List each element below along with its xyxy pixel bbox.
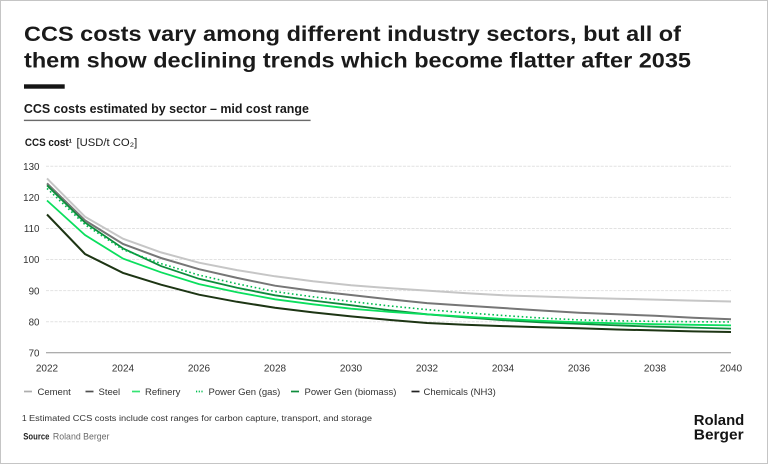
svg-text:130: 130: [23, 162, 40, 173]
svg-text:2024: 2024: [112, 363, 135, 374]
svg-text:2036: 2036: [568, 363, 591, 374]
svg-text:Roland Berger: Roland Berger: [53, 431, 110, 441]
svg-text:Source: Source: [23, 431, 49, 441]
svg-text:Steel: Steel: [99, 387, 121, 398]
svg-text:CCS costs estimated by sector: CCS costs estimated by sector – mid cost…: [24, 102, 309, 116]
svg-text:Power Gen (biomass): Power Gen (biomass): [305, 387, 397, 398]
svg-text:Roland: Roland: [694, 413, 745, 429]
svg-text:2032: 2032: [416, 363, 439, 374]
svg-text:1: 1: [22, 413, 27, 423]
svg-text:them show declining trends whi: them show declining trends which become …: [24, 49, 691, 73]
svg-text:120: 120: [23, 193, 40, 204]
svg-text:90: 90: [29, 286, 40, 297]
svg-text:110: 110: [24, 224, 40, 235]
svg-text:2040: 2040: [720, 363, 743, 374]
svg-text:Estimated CCS costs include co: Estimated CCS costs include cost ranges …: [29, 413, 372, 423]
svg-text:Refinery: Refinery: [145, 387, 181, 398]
svg-text:2022: 2022: [36, 363, 59, 374]
svg-text:2028: 2028: [264, 363, 287, 374]
svg-text:2034: 2034: [492, 363, 515, 374]
svg-text:Chemicals (NH3): Chemicals (NH3): [424, 387, 496, 398]
svg-text:100: 100: [23, 255, 40, 266]
svg-text:2038: 2038: [644, 363, 667, 374]
svg-text:2026: 2026: [188, 363, 211, 374]
svg-text:CCS cost¹: CCS cost¹: [25, 137, 72, 149]
svg-text:2030: 2030: [340, 363, 363, 374]
svg-text:Power Gen (gas): Power Gen (gas): [209, 387, 281, 398]
svg-text:Berger: Berger: [694, 428, 744, 444]
svg-text:[USD/t CO₂]: [USD/t CO₂]: [77, 137, 138, 149]
svg-text:70: 70: [29, 349, 40, 360]
svg-text:CCS costs vary among different: CCS costs vary among different industry …: [24, 22, 682, 46]
svg-text:80: 80: [29, 317, 40, 328]
svg-text:Cement: Cement: [38, 387, 72, 398]
